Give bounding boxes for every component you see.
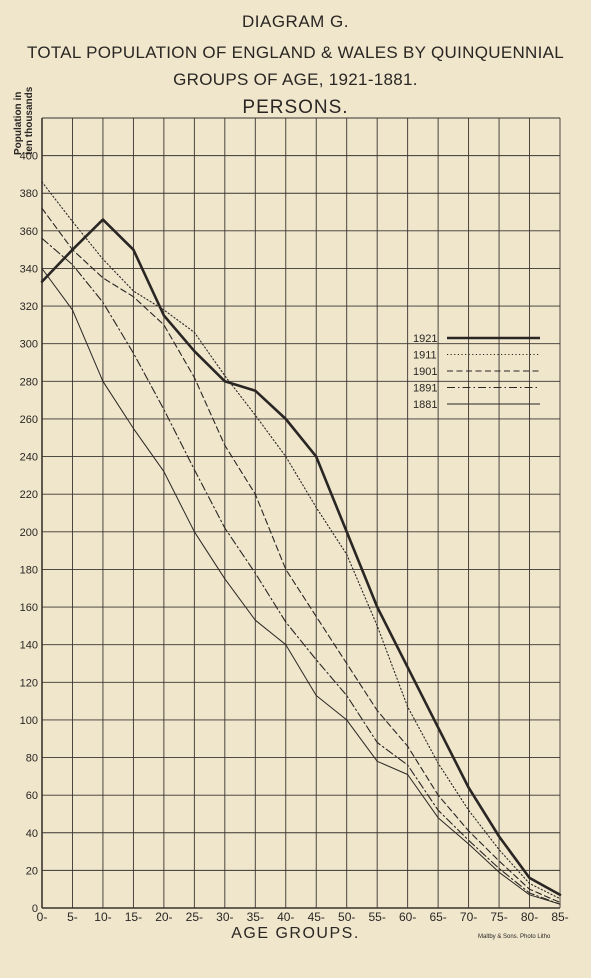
y-tick-220: 220 bbox=[20, 489, 38, 501]
series-line-1881 bbox=[41, 268, 561, 905]
x-tick-70: 70- bbox=[460, 910, 477, 924]
y-tick-180: 180 bbox=[20, 564, 38, 576]
y-tick-320: 320 bbox=[20, 301, 38, 313]
y-tick-260: 260 bbox=[20, 414, 38, 426]
x-tick-15: 15- bbox=[125, 910, 142, 924]
legend-label-1881: 1881 bbox=[413, 399, 437, 411]
y-tick-120: 120 bbox=[20, 677, 38, 689]
legend-label-1921: 1921 bbox=[413, 333, 437, 345]
y-tick-labels: 0 20 40 60 80 100 120 140 160 180 200 220 240 260 280 3… bbox=[20, 151, 38, 915]
x-tick-45: 45- bbox=[308, 910, 325, 924]
x-tick-20: 20- bbox=[155, 910, 172, 924]
chart-title-line1: TOTAL POPULATION OF ENGLAND & WALES BY Q… bbox=[26, 43, 565, 62]
x-tick-35: 35- bbox=[247, 910, 264, 924]
x-tick-80: 80- bbox=[521, 910, 538, 924]
x-tick-25: 25- bbox=[186, 910, 203, 924]
y-tick-200: 200 bbox=[20, 527, 38, 539]
x-tick-labels: 0- 5- 10- 15- 20- 25- 30- 35- 40- 45- 50- 55- 60- 65-… bbox=[37, 910, 569, 924]
legend: 1921 1911 1901 1891 1881 bbox=[413, 333, 540, 411]
x-tick-65: 65- bbox=[429, 910, 446, 924]
series-line-1891 bbox=[41, 237, 561, 905]
chart-subtitle: PERSONS. bbox=[242, 97, 349, 118]
y-tick-280: 280 bbox=[20, 376, 38, 388]
legend-label-1911: 1911 bbox=[413, 350, 437, 362]
y-tick-60: 60 bbox=[26, 790, 38, 802]
chart-title-line2: GROUPS OF AGE, 1921-1881. bbox=[173, 70, 418, 89]
chart-grid bbox=[41, 117, 561, 909]
y-tick-380: 380 bbox=[20, 188, 38, 200]
legend-label-1891: 1891 bbox=[413, 383, 437, 395]
x-tick-75: 75- bbox=[490, 910, 507, 924]
y-tick-140: 140 bbox=[20, 640, 38, 652]
y-tick-240: 240 bbox=[20, 452, 38, 464]
series-lines bbox=[40, 181, 562, 905]
x-tick-50: 50- bbox=[338, 910, 355, 924]
y-tick-100: 100 bbox=[20, 715, 38, 727]
x-tick-60: 60- bbox=[399, 910, 416, 924]
printer-credit: Maltby & Sons. Photo Litho bbox=[478, 934, 551, 940]
y-tick-400: 400 bbox=[20, 151, 38, 163]
y-tick-340: 340 bbox=[20, 263, 38, 275]
x-tick-30: 30- bbox=[216, 910, 233, 924]
y-tick-80: 80 bbox=[26, 753, 38, 765]
x-tick-40: 40- bbox=[277, 910, 294, 924]
series-line-1901 bbox=[41, 207, 561, 903]
x-axis-title: AGE GROUPS. bbox=[231, 925, 360, 942]
x-tick-85: 85- bbox=[551, 910, 568, 924]
y-tick-360: 360 bbox=[20, 226, 38, 238]
x-tick-5: 5- bbox=[67, 910, 78, 924]
y-tick-160: 160 bbox=[20, 602, 38, 614]
x-tick-0: 0- bbox=[37, 910, 48, 924]
y-tick-300: 300 bbox=[20, 339, 38, 351]
x-tick-10: 10- bbox=[94, 910, 111, 924]
y-tick-20: 20 bbox=[26, 865, 38, 877]
series-line-1911 bbox=[41, 181, 561, 900]
x-tick-55: 55- bbox=[369, 910, 386, 924]
diagram-label: DIAGRAM G. bbox=[241, 12, 349, 31]
legend-label-1901: 1901 bbox=[413, 366, 437, 378]
y-tick-40: 40 bbox=[26, 828, 38, 840]
series-line-1921 bbox=[40, 218, 562, 897]
y-tick-0: 0 bbox=[32, 903, 38, 915]
